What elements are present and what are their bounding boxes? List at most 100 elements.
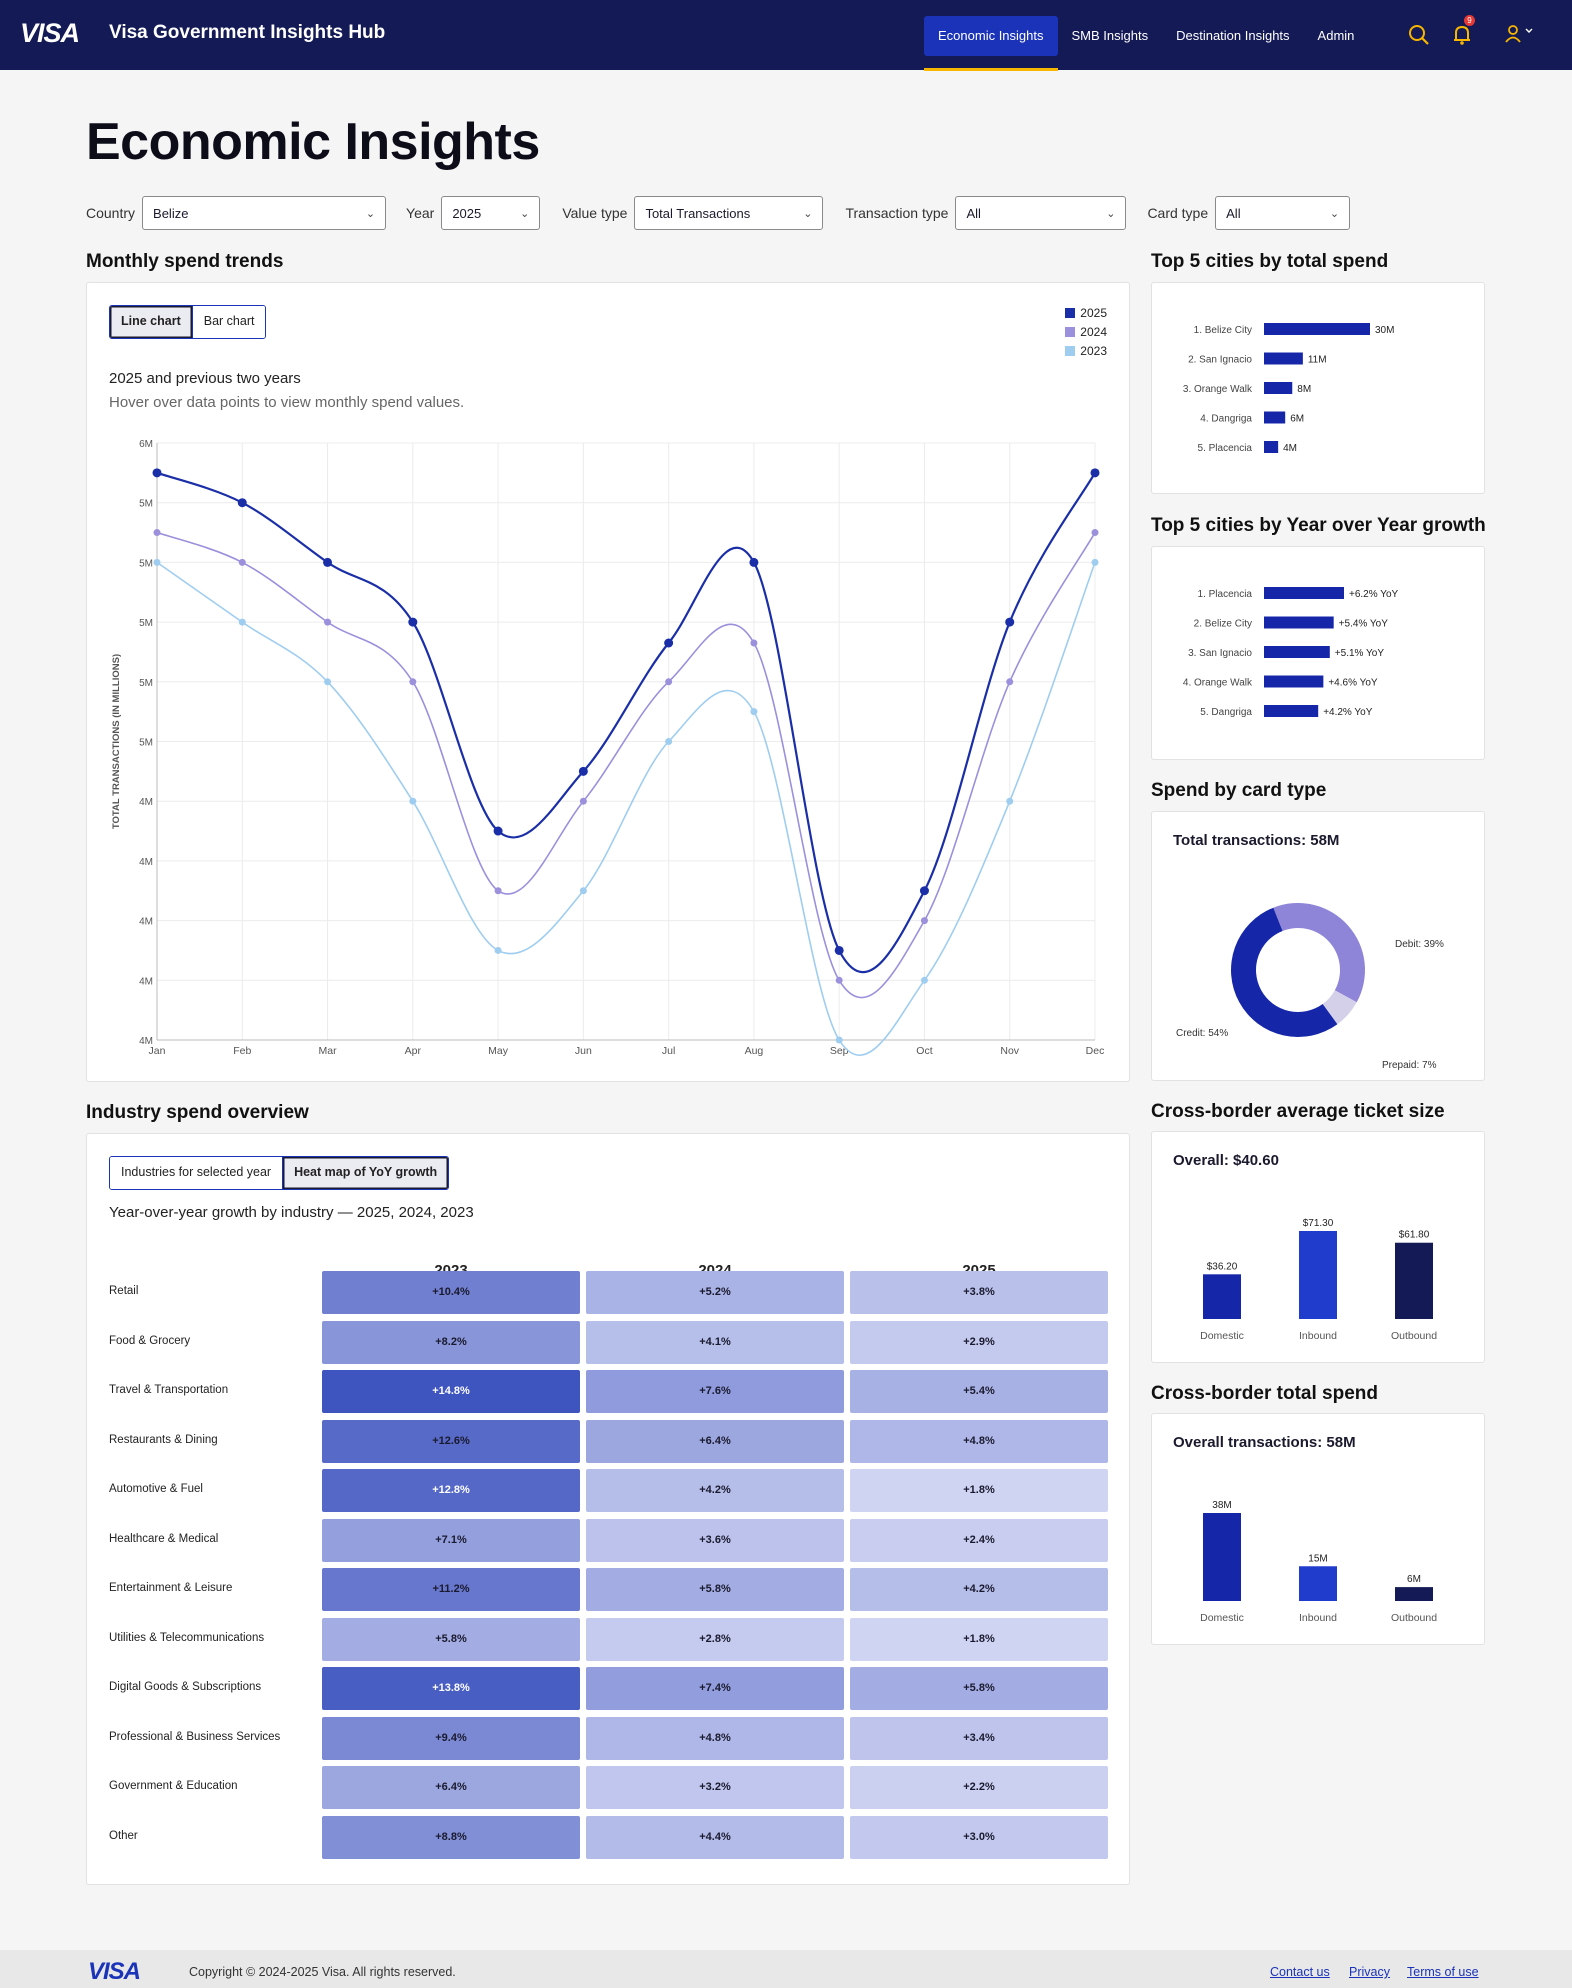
footer-visa-logo[interactable]: VISA [88, 1958, 141, 1985]
value-type-select[interactable]: Total Transactions ⌄ [634, 196, 824, 230]
data-point-2023 [920, 976, 928, 984]
data-point-2025 [919, 886, 929, 896]
legend-item[interactable]: 2025 [1065, 303, 1107, 322]
heatmap-cell[interactable]: +3.0% [850, 1815, 1108, 1859]
x-tick-label: Jan [149, 1045, 166, 1057]
tab-industries-selected-year[interactable]: Industries for selected year [110, 1157, 283, 1189]
yoy-cities-card: 1. Placencia +6.2% YoY 2. Belize City +5.4%… [1151, 546, 1485, 760]
heatmap-cell[interactable]: +14.8% [322, 1370, 580, 1413]
country-label: Country [86, 205, 136, 221]
heatmap-cell[interactable]: +5.8% [850, 1667, 1108, 1710]
year-select[interactable]: 2025 ⌄ [441, 196, 541, 230]
contact-us-link[interactable]: Contact us [1270, 1965, 1330, 1979]
heatmap-cell[interactable]: +6.4% [586, 1419, 844, 1463]
terms-of-use-link[interactable]: Terms of use [1407, 1965, 1479, 1979]
heatmap-cell[interactable]: +3.6% [586, 1518, 844, 1562]
heatmap-cell[interactable]: +11.2% [322, 1568, 580, 1611]
bar-domestic [1203, 1513, 1241, 1601]
heatmap-cell[interactable]: +1.8% [850, 1469, 1108, 1512]
privacy-link[interactable]: Privacy [1349, 1965, 1390, 1979]
legend-swatch [1065, 326, 1076, 337]
industry-label: Other [109, 1829, 138, 1842]
search-icon[interactable] [1404, 20, 1434, 50]
legend-item[interactable]: 2024 [1065, 322, 1107, 341]
bar [1264, 352, 1303, 365]
data-point-2024 [324, 618, 332, 626]
bell-icon[interactable] [1447, 20, 1477, 50]
nav-destination-insights[interactable]: Destination Insights [1176, 28, 1290, 43]
heatmap-cell[interactable]: +4.8% [850, 1419, 1108, 1463]
heatmap-cell[interactable]: +3.2% [586, 1766, 844, 1809]
bar-category-label: Inbound [1299, 1612, 1337, 1624]
heatmap-cell[interactable]: +4.4% [586, 1815, 844, 1859]
nav-smb-insights[interactable]: SMB Insights [1071, 28, 1149, 43]
bar-category-label: 5. Dangriga [1200, 707, 1252, 718]
data-point-2024 [494, 887, 502, 895]
y-axis-label: TOTAL TRANSACTIONS (IN MILLIONS) [111, 654, 122, 829]
year-label: Year [406, 205, 435, 221]
bar-value-label: +6.2% YoY [1349, 589, 1399, 600]
bar-category-label: 4. Orange Walk [1183, 678, 1253, 689]
transaction-type-select[interactable]: All ⌄ [955, 196, 1127, 230]
y-tick-label: 5M [139, 678, 153, 689]
heatmap-cell[interactable]: +6.4% [322, 1766, 580, 1809]
legend-label: 2024 [1080, 324, 1107, 339]
heatmap-cell[interactable]: +5.8% [586, 1568, 844, 1611]
heatmap-cell[interactable]: +8.8% [322, 1815, 580, 1859]
app-title[interactable]: Visa Government Insights Hub [109, 22, 386, 43]
data-point-2023 [153, 558, 161, 566]
card-type-select[interactable]: All ⌄ [1215, 196, 1351, 230]
heatmap-cell[interactable]: +7.6% [586, 1370, 844, 1413]
chevron-down-icon: ⌄ [1106, 207, 1116, 220]
x-tick-label: Nov [1000, 1045, 1019, 1057]
user-account-icon[interactable] [1498, 20, 1542, 50]
heatmap-cell[interactable]: +4.2% [850, 1568, 1108, 1611]
data-point-2025 [578, 766, 588, 776]
donut-slice-credit [1231, 907, 1338, 1037]
heatmap-cell[interactable]: +2.8% [586, 1617, 844, 1661]
heatmap-cell[interactable]: +2.9% [850, 1320, 1108, 1364]
visa-logo[interactable]: VISA [20, 18, 80, 48]
data-point-2025 [1090, 468, 1100, 478]
heatmap-cell[interactable]: +3.8% [850, 1271, 1108, 1314]
heatmap-cell[interactable]: +5.4% [850, 1370, 1108, 1413]
heatmap-cell[interactable]: +7.1% [322, 1518, 580, 1562]
heatmap-row: Digital Goods & Subscriptions +13.8% +7.4%… [109, 1667, 1119, 1710]
bar [1264, 323, 1370, 335]
monthly-spend-card: Line chart Bar chart 2025 2024 2023 2025… [86, 282, 1130, 1082]
heatmap-cell[interactable]: +4.1% [586, 1320, 844, 1364]
nav-admin[interactable]: Admin [1317, 28, 1355, 43]
heatmap-cell[interactable]: +1.8% [850, 1617, 1108, 1661]
heatmap-cell[interactable]: +9.4% [322, 1716, 580, 1760]
nav-economic-insights[interactable]: Economic Insights [924, 16, 1058, 71]
heatmap-cell[interactable]: +8.2% [322, 1320, 580, 1364]
heatmap-cell[interactable]: +2.4% [850, 1518, 1108, 1562]
bar-value-label: 15M [1308, 1553, 1327, 1564]
bar [1264, 587, 1344, 599]
heatmap-cell[interactable]: +7.4% [586, 1667, 844, 1710]
heatmap-cell[interactable]: +12.6% [322, 1419, 580, 1463]
heatmap-cell[interactable]: +4.8% [586, 1716, 844, 1760]
heatmap-cell[interactable]: +4.2% [586, 1469, 844, 1512]
data-point-2023 [494, 946, 502, 954]
bar-value-label: +5.1% YoY [1335, 648, 1385, 659]
country-select[interactable]: Belize ⌄ [142, 196, 387, 230]
heatmap-cell[interactable]: +5.8% [322, 1617, 580, 1661]
heatmap-cell[interactable]: +2.2% [850, 1766, 1108, 1809]
heatmap-row: Entertainment & Leisure +11.2% +5.8% +4.2% [109, 1568, 1119, 1611]
heatmap-cell[interactable]: +5.2% [586, 1271, 844, 1314]
heatmap-cell[interactable]: +12.8% [322, 1469, 580, 1512]
tab-heat-map[interactable]: Heat map of YoY growth [282, 1157, 449, 1189]
bar [1264, 382, 1293, 394]
y-tick-label: 6M [139, 439, 153, 450]
legend-item[interactable]: 2023 [1065, 341, 1107, 360]
heatmap-cell[interactable]: +10.4% [322, 1271, 580, 1314]
line-chart-title: 2025 and previous two years [109, 370, 301, 387]
value-type-value: Total Transactions [645, 205, 751, 221]
data-point-2023 [238, 618, 246, 626]
heatmap-cell[interactable]: +13.8% [322, 1667, 580, 1710]
heatmap-cell[interactable]: +3.4% [850, 1716, 1108, 1760]
tab-bar-chart[interactable]: Bar chart [191, 306, 266, 338]
tab-line-chart[interactable]: Line chart [110, 306, 192, 338]
data-point-2023 [324, 678, 332, 686]
